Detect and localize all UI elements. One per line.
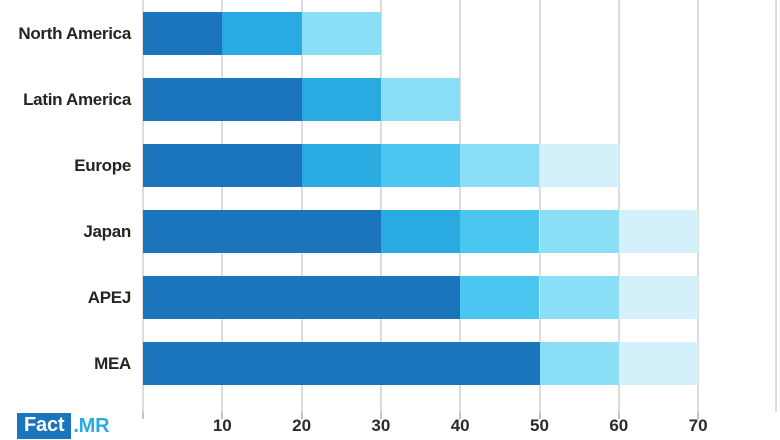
axis-tick-20 [300,412,303,419]
x-tick-label-10: 10 [212,416,232,435]
bar-segment [301,144,381,187]
bar-latin-america [143,78,777,121]
x-tick-label-50: 50 [530,416,549,435]
bar-segment [143,144,302,187]
bar-segment [618,210,699,253]
gridline-60 [617,0,620,412]
x-tick-label-60: 60 [609,416,629,435]
bar-segment [301,78,381,121]
axis-tick-60 [617,412,620,419]
logo-fact-badge: Fact [17,413,72,439]
bar-mea [143,342,777,385]
category-label-latin-america: Latin America [23,90,131,109]
bar-segment [380,144,461,187]
bar-segment [460,144,540,187]
gridline-70 [697,0,700,412]
bar-segment [143,78,302,121]
bar-segment [380,210,461,253]
gridline-40 [459,0,462,412]
gridline-10 [221,0,224,412]
logo-mr-text: .MR [73,414,110,437]
bar-segment [143,276,461,319]
bar-apej [143,276,777,319]
axis-tick-50 [538,412,541,419]
gridline-20 [300,0,303,412]
axis-tick-40 [459,412,462,419]
bar-segment [460,210,540,253]
x-tick-label-70: 70 [688,416,708,435]
axis-tick-0 [142,412,144,419]
category-label-japan: Japan [83,222,131,241]
gridline-30 [379,0,382,412]
axis-tick-30 [379,412,382,419]
x-tick-label-30: 30 [371,416,391,435]
bar-segment [143,342,540,385]
bar-segment [301,12,381,55]
bar-segment [618,342,699,385]
bar-segment [380,78,461,121]
bar-segment [618,276,699,319]
x-tick-label-40: 40 [450,416,470,435]
bar-segment [539,342,619,385]
axis-tick-10 [221,412,224,419]
bar-segment [222,12,302,55]
bar-europe [143,144,777,187]
axis-tick-70 [697,412,700,419]
category-label-mea: MEA [94,354,131,373]
x-tick-label-20: 20 [292,416,312,435]
bar-segment [143,210,381,253]
gridline-0 [142,0,144,412]
bar-japan [143,210,777,253]
factmr-logo: Fact .MR [17,413,110,439]
bar-north-america [143,12,777,55]
gridline-50 [538,0,541,412]
plot-right-border [775,0,777,412]
category-label-apej: APEJ [87,288,132,307]
category-label-north-america: North America [18,24,131,43]
bar-segment [539,210,619,253]
category-label-europe: Europe [74,156,131,175]
bar-segment [539,144,619,187]
bar-segment [539,276,619,319]
bar-segment [460,276,540,319]
plot-area [142,0,777,412]
bar-segment [143,12,223,55]
